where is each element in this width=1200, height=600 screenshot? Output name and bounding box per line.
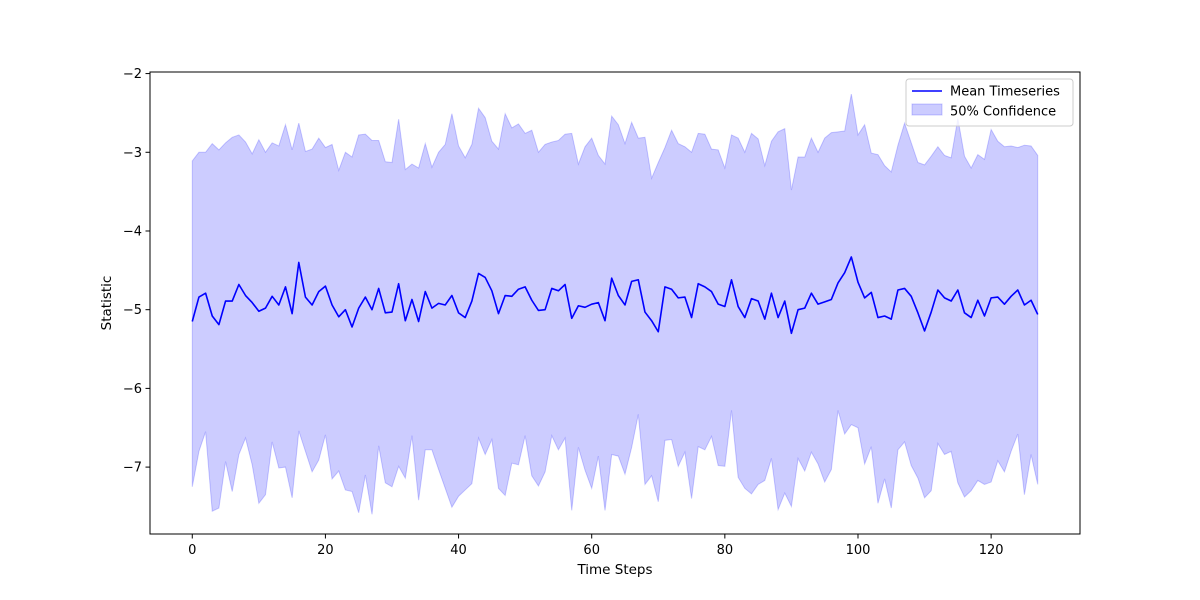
y-axis: −7 −6 −5 −4 −3 −2 (123, 67, 150, 476)
x-tick-label: 80 (717, 543, 734, 558)
axes-frame (149, 71, 1081, 535)
x-tick-label: 60 (583, 543, 600, 558)
y-tick-label: −4 (123, 224, 142, 239)
legend-label-mean: Mean Timeseries (950, 85, 1060, 100)
y-tick-label: −7 (123, 461, 142, 476)
x-tick-label: 20 (317, 543, 334, 558)
y-tick-label: −6 (123, 382, 142, 397)
y-tick-label: −5 (123, 303, 142, 318)
y-tick-label: −3 (123, 146, 142, 161)
y-tick-label: −2 (123, 67, 142, 82)
plot-area (191, 93, 1039, 515)
legend-frame (905, 78, 1074, 127)
x-tick-label: 100 (846, 543, 871, 558)
legend-label-confidence: 50% Confidence (950, 105, 1056, 120)
x-axis: 0 20 40 60 80 100 120 (188, 534, 1004, 558)
confidence-band (191, 93, 1039, 515)
x-tick-label: 40 (450, 543, 467, 558)
x-tick-label: 120 (979, 543, 1004, 558)
legend: Mean Timeseries 50% Confidence (905, 78, 1074, 127)
y-axis-label: Statistic (99, 276, 115, 331)
legend-swatch-confidence (911, 103, 943, 116)
x-axis-label: Time Steps (576, 562, 652, 578)
mean-timeseries-line (191, 256, 1039, 335)
x-tick-label: 0 (188, 543, 196, 558)
